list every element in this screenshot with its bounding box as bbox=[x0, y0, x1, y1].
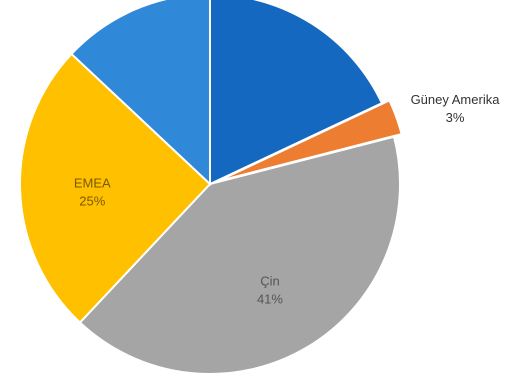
slice-category-label: EMEA bbox=[74, 176, 111, 191]
slice-label: EMEA 25% bbox=[74, 176, 111, 209]
pie-slice-unlabeled-4 bbox=[70, 0, 211, 187]
pie-slice-unlabeled-0 bbox=[209, 0, 384, 186]
slice-label: Güney Amerika 3% bbox=[411, 92, 501, 125]
pie-slice-g-ney-amerika bbox=[217, 99, 403, 183]
slice-category-label: Güney Amerika bbox=[411, 92, 501, 107]
slice-category-label: Çin bbox=[260, 273, 280, 288]
pie-slice--in bbox=[78, 135, 401, 375]
slice-percent-label: 41% bbox=[257, 291, 283, 306]
slice-percent-label: 3% bbox=[446, 110, 465, 125]
pie-slice-emea bbox=[19, 52, 212, 324]
slice-label: Çin 41% bbox=[257, 273, 283, 306]
slice-percent-label: 25% bbox=[79, 194, 105, 209]
